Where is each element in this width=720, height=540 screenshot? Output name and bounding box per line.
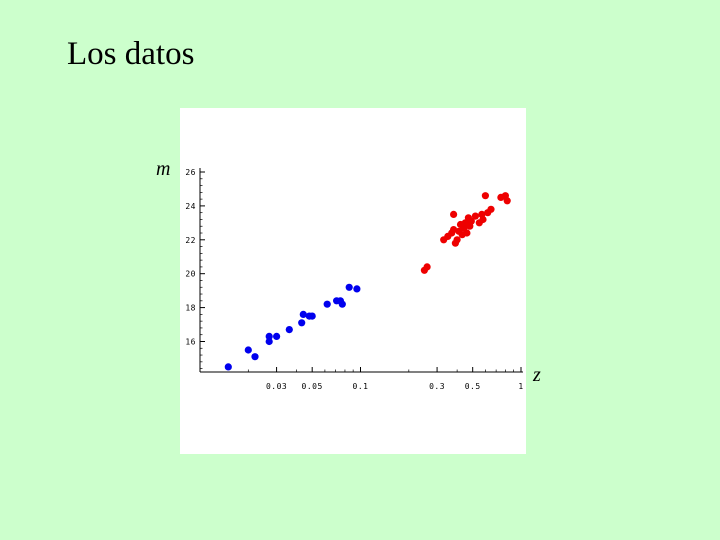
data-point [481,192,489,200]
x-tick-label: 1 [518,382,523,391]
data-point [265,337,273,346]
x-tick-label: 0.5 [465,382,481,391]
data-point [453,236,461,244]
y-tick-label: 26 [185,168,196,177]
data-point [487,205,495,213]
data-point [323,300,331,308]
data-point [244,346,252,354]
plot-panel [180,108,526,454]
slide-title: Los datos [67,36,195,72]
data-point [224,363,232,371]
data-point [285,326,293,334]
x-tick-label: 0.03 [266,382,287,391]
data-point [308,312,316,320]
data-point [450,210,458,218]
data-point [298,319,306,327]
data-point [299,310,307,318]
y-tick-label: 22 [185,236,196,245]
data-point [353,285,361,293]
x-axis-label: z [533,364,541,386]
data-point [503,197,511,205]
data-point [479,215,487,224]
data-point [345,283,353,291]
y-axis-label: m [156,158,171,180]
y-tick-label: 18 [185,304,196,313]
data-point [265,332,273,340]
data-point [471,212,479,220]
data-point [251,353,259,361]
data-point [463,229,471,237]
data-point [423,263,431,271]
x-tick-label: 0.1 [353,382,369,391]
y-tick-label: 24 [185,202,196,211]
data-point [273,332,281,340]
x-tick-label: 0.3 [429,382,445,391]
data-point [338,300,346,308]
data-point [467,217,475,225]
x-tick-label: 0.05 [302,382,323,391]
y-tick-label: 20 [185,270,196,279]
y-tick-label: 16 [185,337,196,346]
